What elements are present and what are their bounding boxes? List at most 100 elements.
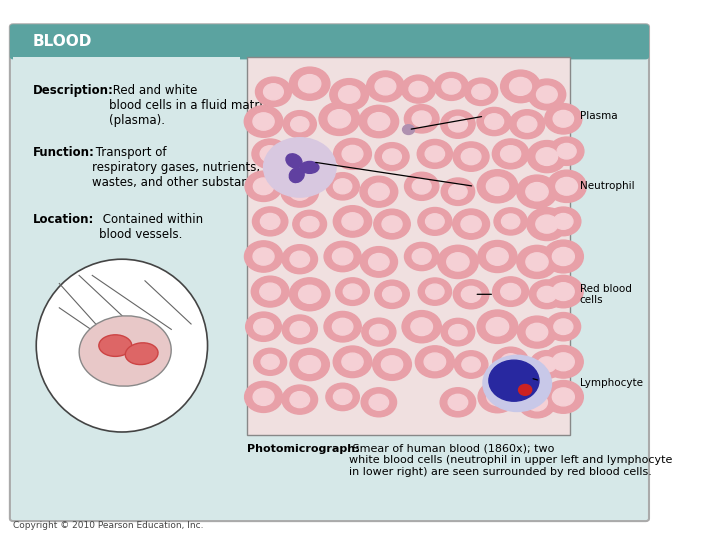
Circle shape [426,214,444,229]
Circle shape [478,381,517,413]
Ellipse shape [125,343,158,364]
Circle shape [486,318,508,336]
Circle shape [360,176,397,207]
Circle shape [552,283,575,300]
Circle shape [477,170,518,203]
Circle shape [368,113,390,130]
Circle shape [359,105,399,138]
Circle shape [477,107,511,136]
Circle shape [510,110,545,139]
Circle shape [245,171,282,201]
Circle shape [282,315,318,344]
FancyBboxPatch shape [10,24,649,59]
Circle shape [449,325,467,340]
Circle shape [264,138,336,197]
Circle shape [252,139,288,169]
Circle shape [324,312,361,342]
Circle shape [405,105,439,133]
Circle shape [405,172,438,200]
Circle shape [518,384,532,395]
Circle shape [526,394,547,411]
Circle shape [518,387,556,418]
Circle shape [382,287,402,302]
Circle shape [544,381,583,413]
Circle shape [289,67,330,100]
Circle shape [244,106,283,137]
Circle shape [261,213,280,230]
Circle shape [527,140,567,173]
Circle shape [462,357,480,372]
Bar [13,57,240,518]
Circle shape [500,146,521,162]
Circle shape [526,253,548,271]
Circle shape [333,138,372,170]
Circle shape [553,111,574,127]
Circle shape [245,241,283,272]
Circle shape [449,117,467,132]
Circle shape [246,312,282,341]
Circle shape [494,208,527,235]
Circle shape [454,351,488,378]
Circle shape [405,242,439,271]
Circle shape [418,207,452,235]
Circle shape [369,183,390,200]
Circle shape [375,143,409,171]
Circle shape [477,310,518,343]
Circle shape [538,357,556,372]
Circle shape [326,383,359,410]
Circle shape [441,110,475,138]
Circle shape [440,388,476,417]
Bar [247,57,570,435]
Text: Lymphocyte: Lymphocyte [580,379,643,388]
Circle shape [401,75,436,103]
Text: Photomicrograph:: Photomicrograph: [247,444,360,454]
Circle shape [300,148,320,165]
Text: Description:: Description: [33,84,114,97]
Circle shape [336,278,369,306]
Circle shape [253,248,274,265]
Circle shape [369,253,389,271]
Circle shape [464,78,498,105]
Circle shape [342,213,363,230]
Circle shape [282,385,318,414]
Circle shape [300,217,319,232]
Circle shape [402,125,415,134]
Circle shape [441,319,474,346]
Circle shape [510,77,531,96]
Circle shape [260,283,281,300]
Circle shape [518,116,537,132]
Circle shape [441,178,474,205]
Circle shape [402,310,441,343]
Circle shape [299,356,320,373]
Circle shape [369,394,389,410]
Circle shape [333,346,372,377]
Circle shape [501,354,521,370]
Circle shape [530,350,564,379]
Circle shape [492,347,528,376]
Circle shape [282,245,318,274]
Circle shape [291,117,309,132]
Circle shape [360,247,397,277]
Circle shape [264,84,283,100]
Circle shape [251,276,289,307]
Circle shape [409,82,428,97]
Text: Smear of human blood (1860x); two
white blood cells (neutrophil in upper left an: Smear of human blood (1860x); two white … [349,444,672,477]
Circle shape [253,348,287,375]
Circle shape [517,175,557,208]
Circle shape [552,247,575,266]
Circle shape [253,207,288,236]
Circle shape [292,142,328,171]
Circle shape [382,216,402,232]
Circle shape [289,183,310,200]
Ellipse shape [286,154,302,168]
Circle shape [373,349,411,380]
Circle shape [489,360,539,401]
Circle shape [544,346,583,378]
Circle shape [253,113,274,130]
Circle shape [461,216,481,232]
Circle shape [438,245,478,279]
Circle shape [536,215,558,233]
Circle shape [554,213,573,230]
Circle shape [500,70,541,103]
Circle shape [453,209,490,239]
